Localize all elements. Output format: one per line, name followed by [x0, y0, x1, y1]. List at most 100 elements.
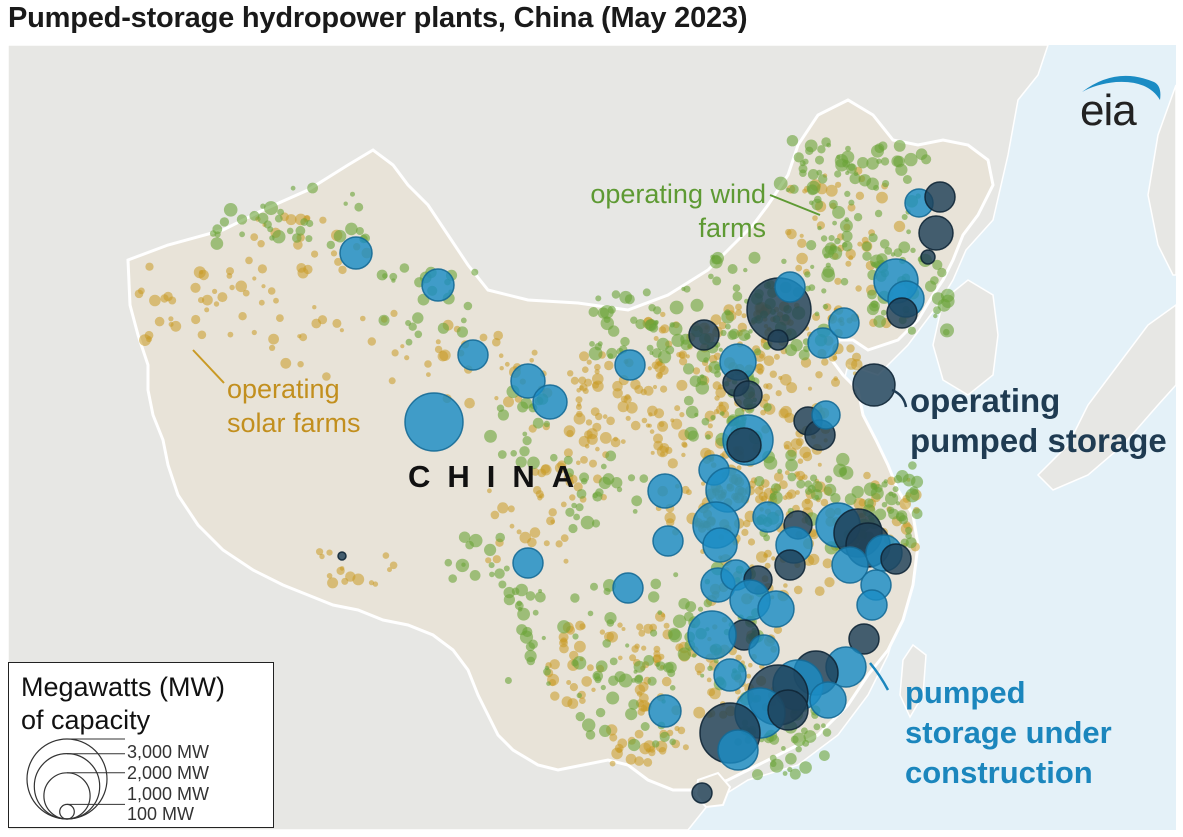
solar-farm-dot — [707, 423, 713, 429]
solar-farm-dot — [424, 360, 432, 368]
wind-farm-dot — [853, 213, 863, 222]
wind-farm-dot — [326, 240, 335, 250]
wind-farm-dot — [538, 589, 543, 593]
wind-farm-dot — [893, 140, 906, 152]
solar-farm-dot — [795, 264, 803, 272]
solar-farm-dot — [134, 289, 144, 299]
wind-farm-dot — [504, 677, 512, 684]
solar-farm-dot — [549, 659, 560, 670]
solar-farm-dot — [330, 250, 338, 257]
solar-farm-dot — [649, 623, 657, 632]
operating-pumped-storage-bubble — [337, 551, 347, 561]
solar-farm-dot — [560, 501, 567, 508]
solar-farm-dot — [594, 369, 600, 375]
wind-farm-dot — [905, 526, 912, 534]
wind-farm-dot — [543, 667, 551, 676]
solar-farm-dot — [577, 402, 582, 407]
wind-farm-dot — [391, 278, 396, 283]
wind-farm-dot — [895, 501, 901, 506]
solar-farm-dot — [492, 337, 501, 347]
wind-farm-dot — [590, 582, 598, 591]
solar-farm-dot — [857, 241, 863, 247]
wind-farm-dot — [763, 456, 778, 470]
solar-farm-dot — [650, 450, 655, 455]
solar-farm-dot — [784, 470, 790, 476]
wind-farm-dot — [469, 533, 483, 548]
solar-farm-dot — [574, 640, 586, 653]
solar-farm-dot — [834, 277, 842, 285]
solar-farm-dot — [666, 518, 675, 527]
solar-farm-dot — [257, 240, 265, 248]
wind-farm-dot — [405, 338, 413, 346]
operating-pumped-storage-label: operating pumped storage — [910, 381, 1167, 461]
wind-farm-dot — [484, 543, 497, 556]
wind-farm-dot — [515, 456, 527, 468]
wind-farm-dot — [444, 558, 453, 567]
construction-pumped-storage-bubble — [687, 610, 737, 660]
solar-farm-dot — [769, 370, 777, 378]
solar-farm-dot — [661, 613, 666, 618]
solar-farm-dot — [783, 583, 788, 588]
wind-farm-dot — [911, 508, 923, 520]
wind-farm-dot — [463, 301, 473, 311]
wind-farm-dot — [630, 316, 638, 324]
wind-farm-dot — [557, 620, 571, 634]
wind-farms-label: operating wind farms — [570, 177, 766, 245]
wind-farm-dot — [607, 353, 614, 359]
solar-farm-dot — [674, 725, 680, 732]
wind-farm-dot — [727, 264, 738, 274]
solar-farm-dot — [701, 481, 706, 486]
solar-farm-dot — [660, 311, 666, 318]
wind-farm-dot — [821, 723, 826, 729]
operating-label-line-1: operating — [910, 382, 1061, 419]
solar-farm-dot — [319, 553, 325, 560]
wind-farm-dot — [497, 450, 507, 459]
construction-pumped-storage-bubble — [510, 363, 546, 399]
wind-farm-dot — [811, 198, 823, 211]
solar-farm-dot — [339, 328, 344, 333]
wind-farm-dot — [785, 187, 791, 193]
wind-farm-dot — [834, 170, 842, 178]
solar-farm-dot — [578, 435, 590, 447]
solar-farm-dot — [296, 263, 307, 273]
solar-farm-dot — [242, 289, 250, 297]
solar-farm-dot — [434, 345, 443, 354]
solar-farm-dot — [514, 395, 523, 403]
wind-farm-dot — [818, 174, 828, 184]
solar-farm-dot — [845, 260, 852, 267]
solar-farm-dot — [238, 312, 247, 321]
operating-pumped-storage-bubble — [924, 181, 956, 213]
solar-farm-dot — [490, 510, 500, 520]
solar-farm-dot — [479, 333, 488, 342]
wind-farm-dot — [823, 483, 837, 497]
wind-farm-dot — [905, 532, 912, 540]
solar-farm-dot — [663, 622, 670, 629]
wind-farm-dot — [456, 326, 468, 338]
solar-farm-dot — [645, 748, 651, 753]
solar-farm-dot — [168, 316, 174, 322]
solar-farm-dot — [590, 407, 600, 416]
wind-farm-dot — [802, 158, 809, 165]
wind-farm-dot — [498, 580, 507, 589]
construction-pumped-storage-bubble — [702, 527, 738, 563]
wind-farm-dot — [789, 768, 801, 780]
solar-farm-dot — [404, 355, 410, 361]
country-label: CHINA — [408, 459, 592, 494]
solar-farm-dot — [382, 552, 390, 559]
wind-farm-dot — [781, 258, 787, 264]
wind-farm-dot — [824, 475, 833, 483]
wind-farm-dot — [611, 477, 623, 489]
wind-farm-dot — [814, 494, 820, 500]
solar-farm-dot — [706, 677, 712, 683]
wind-farm-dot — [290, 185, 296, 191]
wind-farm-dot — [525, 591, 536, 601]
wind-farm-dot — [510, 450, 517, 457]
solar-farm-dot — [649, 429, 655, 434]
solar-farm-dot — [540, 464, 552, 476]
solar-farm-dot — [170, 320, 182, 332]
solar-farm-dot — [780, 405, 792, 418]
solar-farm-dot — [533, 486, 542, 495]
solar-farm-dot — [217, 292, 228, 303]
wind-farm-dot — [785, 449, 797, 462]
wind-farm-dot — [594, 676, 602, 684]
